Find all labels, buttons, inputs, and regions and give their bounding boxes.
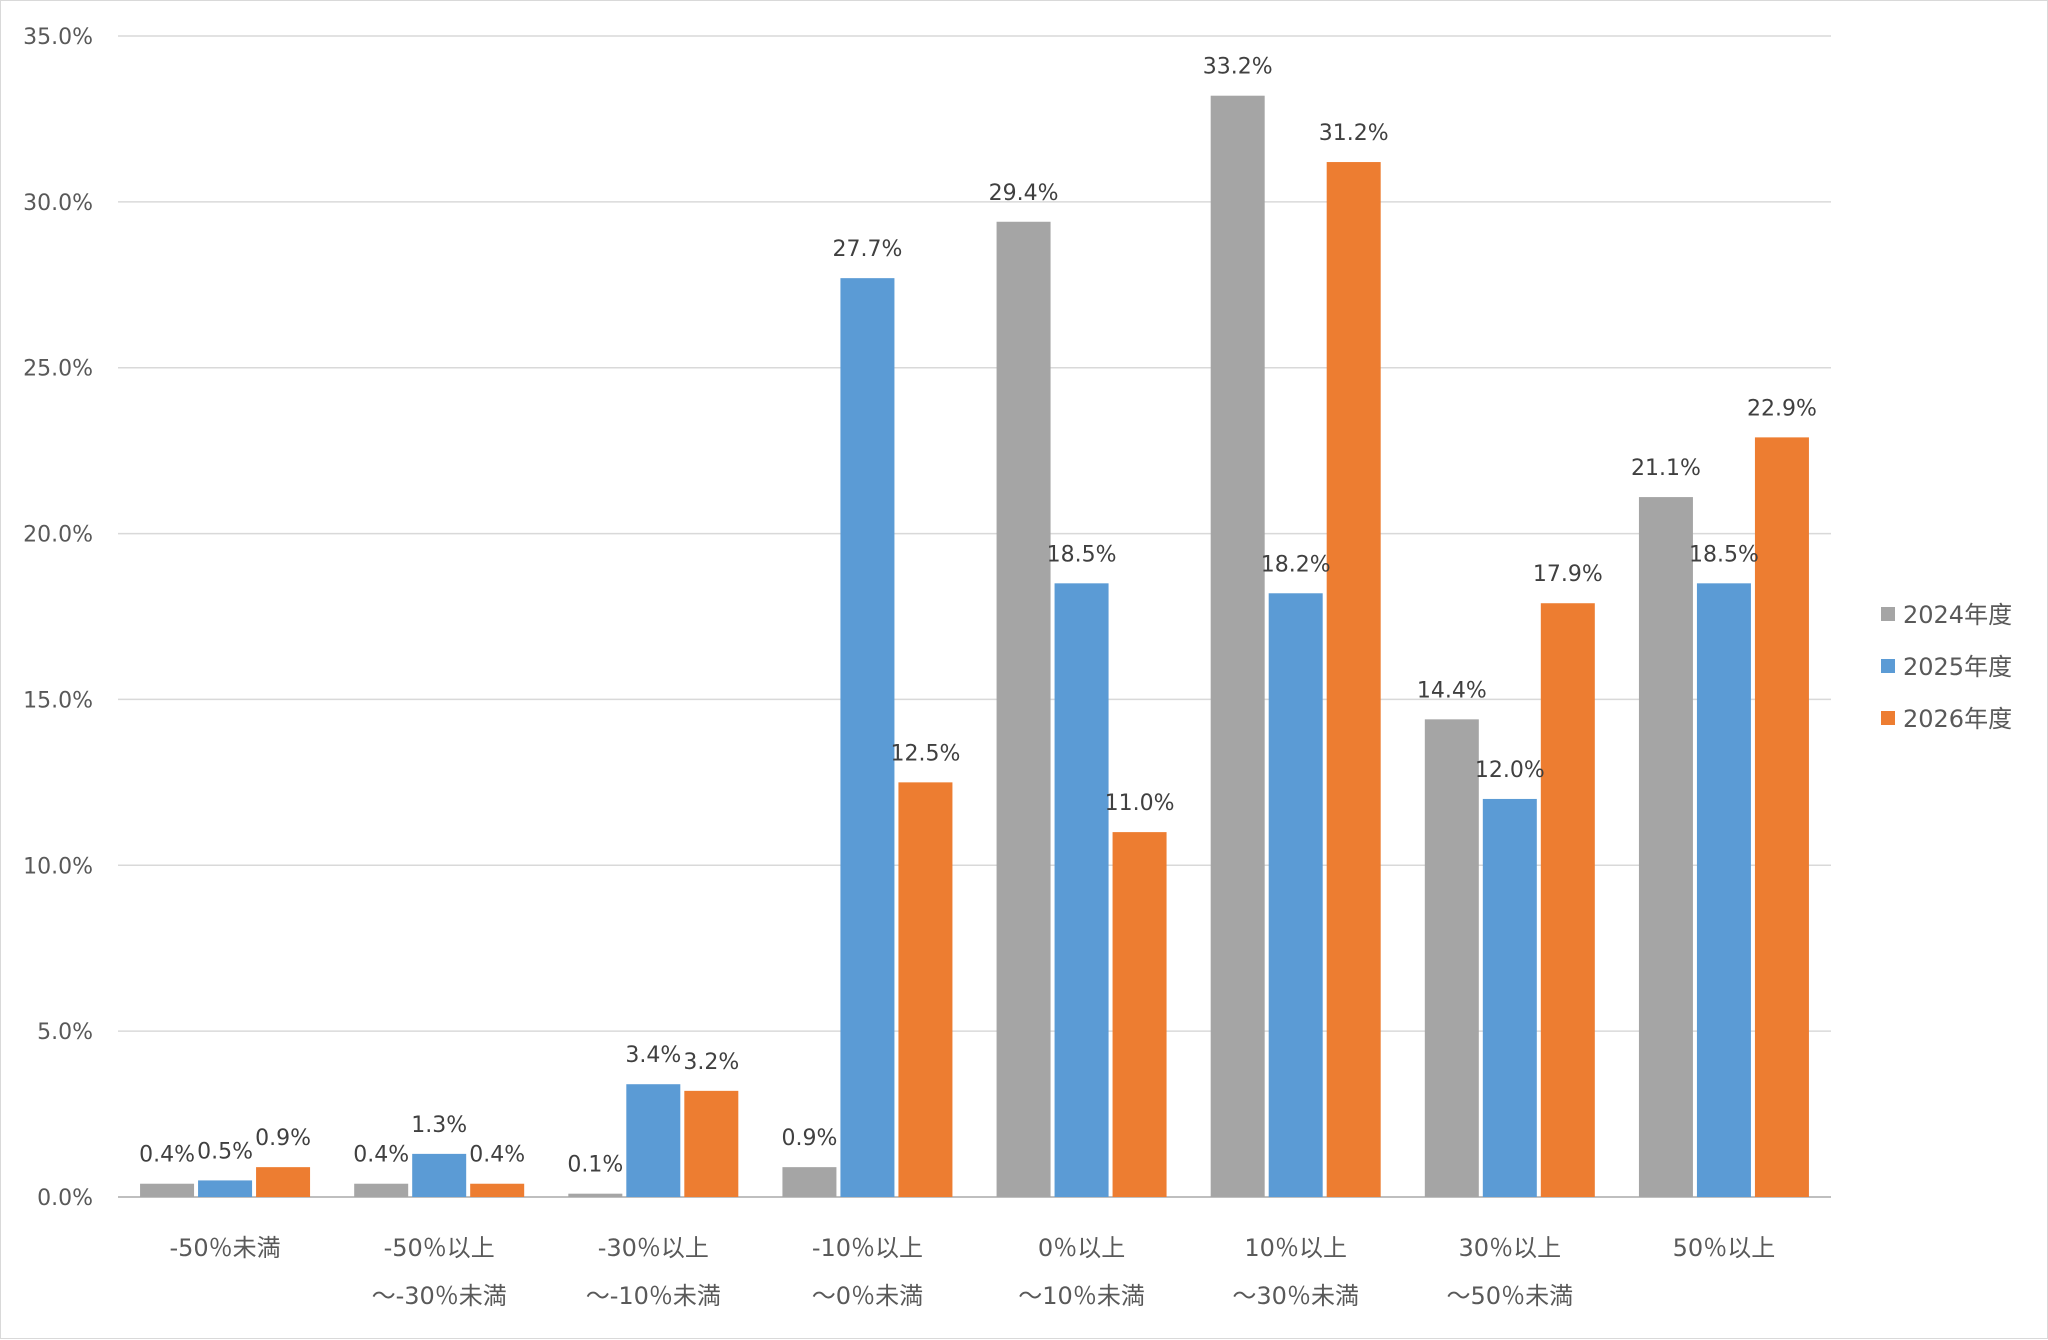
x-tick-label: ～30％未満 bbox=[1232, 1282, 1359, 1310]
legend-swatch bbox=[1881, 711, 1895, 725]
data-label: 0.4% bbox=[353, 1143, 409, 1168]
bar bbox=[1638, 497, 1693, 1197]
data-labels: 0.4% 0.5%0.9%0.4%1.3%0.4% 0.1%3.4% 3.2%0.9%… bbox=[139, 55, 1817, 1178]
y-tick-label: 35.0% bbox=[23, 25, 93, 50]
x-tick-label: 30％以上 bbox=[1459, 1234, 1562, 1262]
x-tick-label: 10％以上 bbox=[1244, 1234, 1347, 1262]
bar bbox=[1482, 798, 1537, 1197]
x-axis: -50％未満 -50％以上 ～-30％未満 -30％以上 ～-10％未満 -10％以上 ～0… bbox=[169, 1234, 1775, 1310]
x-tick-label: 50％以上 bbox=[1673, 1234, 1776, 1262]
bar bbox=[1054, 583, 1109, 1197]
data-label: 0.4% bbox=[469, 1143, 525, 1168]
data-label: 0.9% bbox=[781, 1126, 837, 1151]
x-tick-label: -30％以上 bbox=[598, 1234, 709, 1262]
bars bbox=[140, 95, 1809, 1198]
data-label: 0.4% bbox=[139, 1143, 195, 1168]
data-label: 0.9% bbox=[255, 1126, 311, 1151]
data-label: 18.5% bbox=[1047, 542, 1117, 567]
x-tick-label: ～0％未満 bbox=[812, 1282, 923, 1310]
bar bbox=[840, 278, 895, 1197]
bar bbox=[1754, 437, 1809, 1198]
legend-label: 2026年度 bbox=[1903, 705, 2012, 733]
data-label: 21.1% bbox=[1631, 456, 1701, 481]
y-tick-label: 30.0% bbox=[23, 191, 93, 216]
data-label: 12.0% bbox=[1475, 758, 1545, 783]
legend-label: 2024年度 bbox=[1903, 601, 2012, 629]
data-label: 18.2% bbox=[1261, 552, 1331, 577]
x-tick-label: ～50％未満 bbox=[1447, 1282, 1574, 1310]
x-tick-label: ～10％未満 bbox=[1018, 1282, 1145, 1310]
bar bbox=[1540, 603, 1595, 1197]
legend-label: 2025年度 bbox=[1903, 653, 2012, 681]
y-tick-label: 0.0% bbox=[37, 1186, 93, 1211]
data-label: 1.3% bbox=[411, 1113, 467, 1138]
bar bbox=[684, 1090, 739, 1197]
bar bbox=[568, 1193, 623, 1197]
data-label: 3.4% bbox=[625, 1043, 681, 1068]
bar bbox=[1424, 719, 1479, 1197]
x-tick-label: ～-10％未満 bbox=[586, 1282, 721, 1310]
bar bbox=[470, 1183, 525, 1197]
bar bbox=[1696, 583, 1751, 1197]
data-label: 17.9% bbox=[1533, 562, 1603, 587]
x-tick-label: ～-30％未満 bbox=[372, 1282, 507, 1310]
legend-swatch bbox=[1881, 607, 1895, 621]
legend: 2024年度 2025年度 2026年度 bbox=[1881, 601, 2012, 733]
data-label: 11.0% bbox=[1105, 791, 1175, 816]
data-label: 14.4% bbox=[1417, 678, 1487, 703]
data-label: 18.5% bbox=[1689, 542, 1759, 567]
x-tick-label: 0％以上 bbox=[1038, 1234, 1125, 1262]
bar bbox=[256, 1167, 311, 1197]
data-label: 29.4% bbox=[989, 181, 1059, 206]
y-tick-label: 15.0% bbox=[23, 688, 93, 713]
y-tick-label: 10.0% bbox=[23, 854, 93, 879]
y-tick-label: 20.0% bbox=[23, 523, 93, 548]
data-label: 3.2% bbox=[683, 1050, 739, 1075]
data-label: 27.7% bbox=[832, 237, 902, 262]
bar bbox=[1210, 95, 1265, 1197]
bar bbox=[354, 1183, 409, 1197]
bar bbox=[996, 221, 1051, 1197]
x-tick-label: -50％以上 bbox=[384, 1234, 495, 1262]
y-axis: 0.0% 5.0% 10.0% 15.0% 20.0% 25.0% 30.0% 35.0% bbox=[23, 25, 93, 1211]
bar bbox=[1112, 832, 1167, 1197]
bar bbox=[782, 1167, 837, 1197]
bar bbox=[1326, 162, 1381, 1198]
data-label: 12.5% bbox=[890, 741, 960, 766]
bar bbox=[626, 1084, 681, 1197]
bar bbox=[140, 1183, 195, 1197]
data-label: 33.2% bbox=[1203, 55, 1273, 80]
legend-swatch bbox=[1881, 659, 1895, 673]
bar bbox=[898, 782, 953, 1197]
x-tick-label: -50％未満 bbox=[169, 1234, 280, 1262]
bar bbox=[412, 1153, 467, 1197]
data-label: 0.5% bbox=[197, 1139, 253, 1164]
bar bbox=[1268, 593, 1323, 1197]
y-tick-label: 25.0% bbox=[23, 357, 93, 382]
data-label: 22.9% bbox=[1747, 396, 1817, 421]
data-label: 0.1% bbox=[567, 1153, 623, 1178]
data-label: 31.2% bbox=[1319, 121, 1389, 146]
y-tick-label: 5.0% bbox=[37, 1020, 93, 1045]
bar bbox=[198, 1180, 253, 1197]
x-tick-label: -10％以上 bbox=[812, 1234, 923, 1262]
